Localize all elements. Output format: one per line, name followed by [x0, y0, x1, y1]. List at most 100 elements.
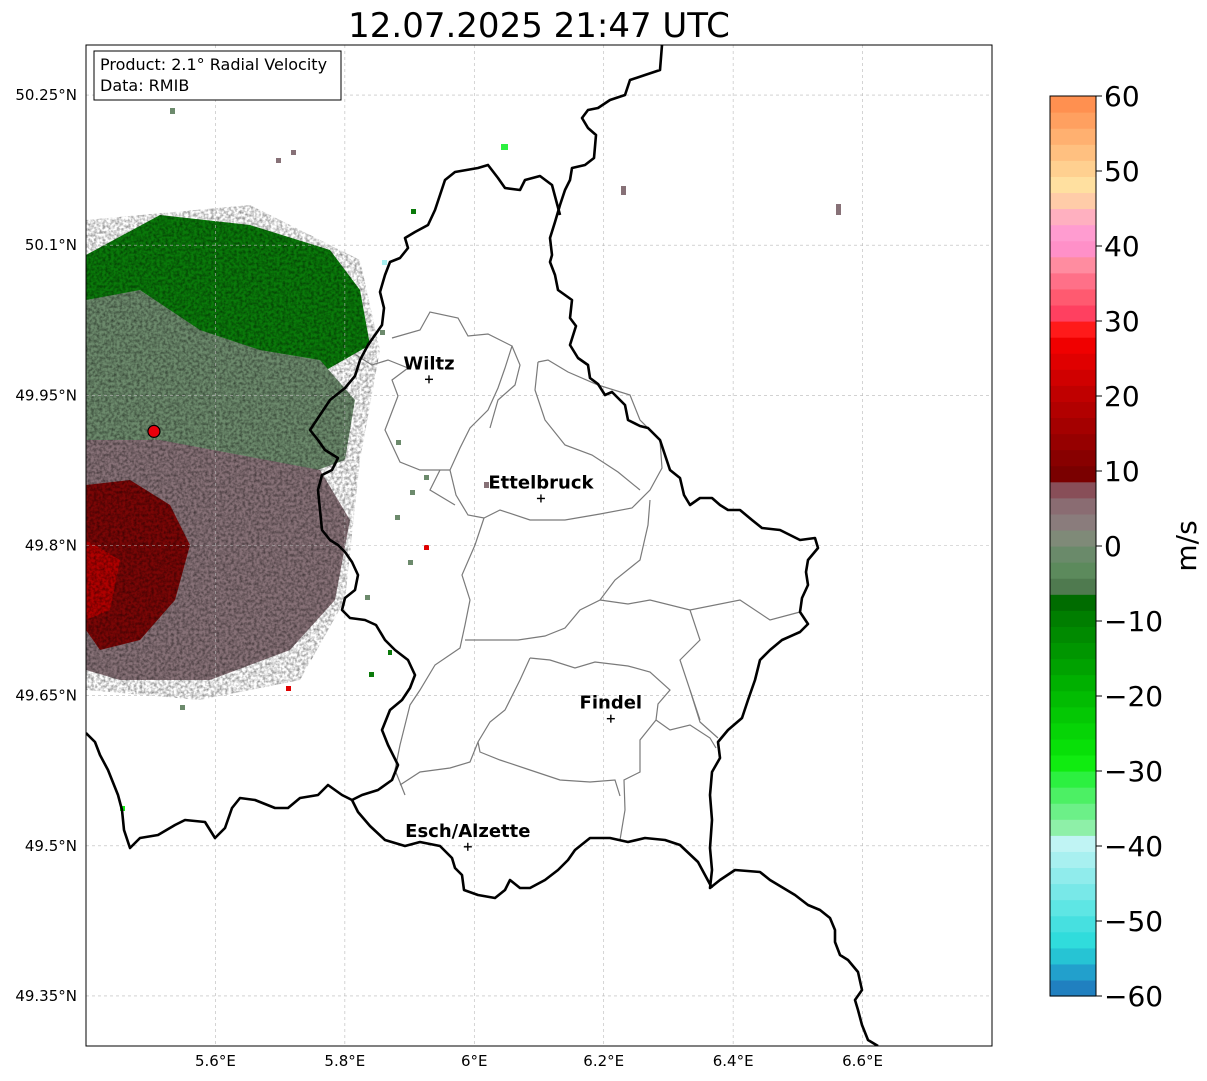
- city-marker: Wiltz: [403, 353, 455, 384]
- info-box: Product: 2.1° Radial Velocity Data: RMIB: [93, 50, 342, 101]
- city-label: Wiltz: [403, 353, 454, 374]
- colorbar-segment: [1050, 144, 1096, 161]
- info-box-frame: [93, 50, 342, 101]
- canton-borders: [355, 311, 809, 841]
- colorbar-segment: [1050, 288, 1096, 306]
- lon-tick-label: 6.6°E: [842, 1052, 883, 1070]
- colorbar-tick-label: 10: [1104, 455, 1140, 488]
- city-marker: Ettelbruck: [488, 472, 595, 503]
- colorbar-segment: [1050, 385, 1096, 402]
- colorbar-segment: [1050, 835, 1096, 852]
- colorbar-segment: [1050, 754, 1096, 772]
- colorbar-segment: [1050, 417, 1096, 435]
- country-borders: [86, 45, 879, 1046]
- lon-tick-label: 6.2°E: [583, 1052, 624, 1070]
- colorbar-tick-label: −40: [1104, 830, 1163, 863]
- lon-tick-label: 6.4°E: [713, 1052, 754, 1070]
- lat-tick-label: 50.1°N: [25, 236, 77, 254]
- colorbar-segment: [1050, 529, 1096, 547]
- colorbar-segment: [1050, 771, 1096, 788]
- lon-tick-label: 5.8°E: [324, 1052, 365, 1070]
- colorbar-segment: [1050, 497, 1096, 515]
- colorbar-segment: [1050, 867, 1096, 885]
- city-marker: Findel: [580, 693, 643, 723]
- colorbar-segment: [1050, 369, 1096, 386]
- colorbar-tick-label: 30: [1104, 305, 1140, 338]
- colorbar-segment: [1050, 224, 1096, 242]
- city-layer: Wiltz Ettelbruck Findel Esch/Alzette: [403, 353, 643, 851]
- colorbar-label: m/s: [1170, 520, 1203, 571]
- map-frame: [85, 44, 993, 1047]
- colorbar-segment: [1050, 787, 1096, 804]
- colorbar-tick-label: 20: [1104, 380, 1140, 413]
- lat-tick-label: 49.5°N: [25, 837, 77, 855]
- colorbar-ticks: 60 50 40 30 20 10 0 −10 −20 −30 −40 −50 −60: [1096, 80, 1163, 1013]
- lat-tick-label: 49.95°N: [15, 386, 77, 404]
- colorbar-segment: [1050, 401, 1096, 419]
- colorbar-segment: [1050, 337, 1096, 354]
- echo-speckle: [86, 205, 380, 700]
- info-product: Product: 2.1° Radial Velocity: [100, 55, 327, 74]
- colorbar-segment: [1050, 642, 1096, 660]
- colorbar-segment: [1050, 658, 1096, 676]
- colorbar-segment: [1050, 594, 1096, 611]
- colorbar-segment: [1050, 128, 1096, 145]
- colorbar-segment: [1050, 433, 1096, 451]
- colorbar-segment: [1050, 192, 1096, 210]
- colorbar-tick-label: −50: [1104, 905, 1163, 938]
- colorbar-tick-label: 50: [1104, 155, 1140, 188]
- colorbar-segment: [1050, 851, 1096, 869]
- colorbar-segment: [1050, 947, 1096, 965]
- chart-title: 12.07.2025 21:47 UTC: [348, 6, 730, 46]
- colorbar-segment: [1050, 513, 1096, 531]
- lat-tick-label: 49.35°N: [15, 987, 77, 1005]
- colorbar-tick-label: 0: [1104, 530, 1122, 563]
- colorbar-tick-label: −20: [1104, 680, 1163, 713]
- lon-axis: 5.6°E 5.8°E 6°E 6.2°E 6.4°E 6.6°E: [195, 1052, 883, 1070]
- colorbar-tick-label: −60: [1104, 980, 1163, 1013]
- lat-tick-label: 50.25°N: [15, 86, 77, 104]
- colorbar-segment: [1050, 449, 1096, 467]
- colorbar-segment: [1050, 256, 1096, 274]
- colorbar-segment: [1050, 674, 1096, 692]
- colorbar-segment: [1050, 321, 1096, 338]
- colorbar-segment: [1050, 690, 1096, 708]
- map-area: Wiltz Ettelbruck Findel Esch/Alzette Produc…: [15, 44, 993, 1070]
- colorbar-segment: [1050, 465, 1096, 483]
- colorbar-segment: [1050, 803, 1096, 820]
- colorbar-segment: [1050, 722, 1096, 740]
- info-data-source: Data: RMIB: [100, 76, 189, 95]
- colorbar-segment: [1050, 931, 1096, 949]
- lon-tick-label: 5.6°E: [195, 1052, 236, 1070]
- radar-site: [147, 424, 161, 438]
- lon-tick-label: 6°E: [461, 1052, 488, 1070]
- colorbar-tick-label: 60: [1104, 80, 1140, 113]
- colorbar-segment: [1050, 546, 1096, 563]
- city-label: Findel: [580, 693, 643, 714]
- radar-site-marker: [147, 424, 161, 438]
- colorbar: 60 50 40 30 20 10 0 −10 −20 −30 −40 −50 −60 m/s: [1049, 80, 1203, 1013]
- colorbar-segment: [1050, 626, 1096, 644]
- colorbar-segment: [1050, 883, 1096, 901]
- lat-tick-label: 49.65°N: [15, 687, 77, 705]
- colorbar-tick-label: 40: [1104, 230, 1140, 263]
- colorbar-segment: [1050, 979, 1096, 997]
- colorbar-segment: [1050, 915, 1096, 933]
- colorbar-segment: [1050, 112, 1096, 129]
- colorbar-segment: [1050, 706, 1096, 724]
- colorbar-segment: [1050, 96, 1096, 113]
- city-label: Ettelbruck: [488, 472, 594, 493]
- colorbar-segment: [1050, 208, 1096, 226]
- colorbar-segment: [1050, 578, 1096, 595]
- echo-scatter: [120, 96, 841, 811]
- colorbar-segment: [1050, 481, 1096, 499]
- lat-tick-label: 49.8°N: [25, 537, 77, 555]
- colorbar-tick-label: −10: [1104, 605, 1163, 638]
- colorbar-segment: [1050, 738, 1096, 756]
- city-marker: Esch/Alzette: [405, 821, 530, 851]
- city-label: Esch/Alzette: [405, 821, 530, 842]
- colorbar-segment: [1050, 610, 1096, 627]
- colorbar-segment: [1050, 240, 1096, 258]
- colorbar-segment: [1050, 963, 1096, 981]
